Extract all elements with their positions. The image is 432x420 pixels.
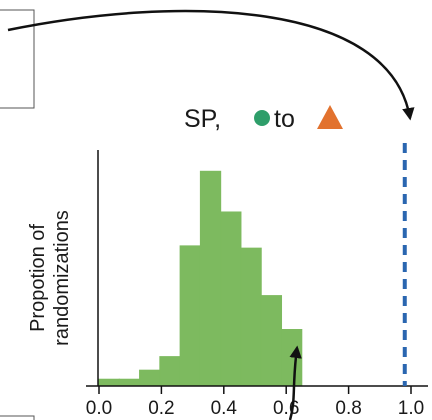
arrow-to-histogram [288, 345, 302, 420]
from-marker-icon [254, 110, 270, 126]
title-middle: to [274, 105, 295, 133]
x-tick-label: 0.2 [148, 398, 174, 419]
histogram-bar-9 [281, 329, 303, 387]
histogram-bar-4 [179, 245, 201, 387]
title-prefix: SP, [184, 105, 221, 133]
upper-panel-border [0, 9, 35, 109]
curved-arrow-to-observed [7, 9, 415, 121]
y-axis-label: Propotion of randomizations [27, 210, 73, 346]
x-tick-label: 0.4 [211, 398, 238, 419]
histogram-bars [98, 170, 303, 387]
x-tick-label: 0.6 [273, 398, 299, 419]
ylabel-line-1: Propotion of [27, 224, 49, 332]
x-tick-label: 0.8 [335, 398, 361, 419]
histogram-bar-3 [159, 356, 181, 387]
histogram-bar-1 [118, 378, 141, 387]
histogram-bar-6 [220, 211, 242, 387]
histogram-bar-8 [260, 295, 283, 387]
histogram-bar-5 [199, 170, 222, 387]
histogram-bar-2 [139, 369, 161, 387]
ylabel-line-2: randomizations [51, 210, 73, 346]
x-axis-ticks: 0.0 0.2 0.4 0.6 0.8 1.0 [86, 386, 424, 419]
histogram-bar-0 [98, 378, 120, 387]
histogram-bar-7 [240, 247, 262, 387]
to-marker-icon [317, 105, 343, 129]
chart-title: SP, to [184, 105, 343, 133]
x-tick-label: 1.0 [398, 398, 424, 419]
x-tick-label: 0.0 [86, 398, 112, 419]
lower-panel-border [0, 415, 35, 420]
